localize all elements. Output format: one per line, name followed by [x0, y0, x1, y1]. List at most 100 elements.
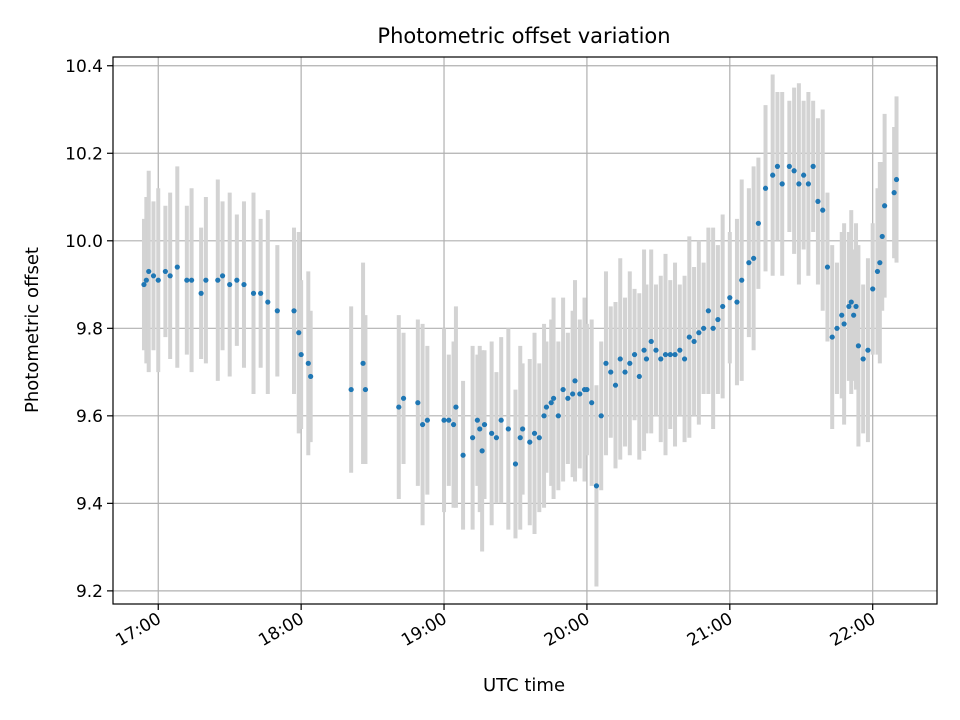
data-point — [627, 360, 633, 366]
data-point — [631, 351, 638, 358]
data-point — [560, 386, 566, 393]
data-point — [470, 435, 476, 441]
data-point — [227, 281, 233, 288]
data-point — [265, 299, 271, 305]
data-point — [622, 369, 628, 375]
data-point — [720, 303, 726, 310]
data-point — [751, 255, 757, 261]
data-point — [727, 295, 733, 301]
data-point — [198, 290, 204, 296]
data-point — [305, 360, 311, 366]
data-point — [658, 356, 664, 362]
data-point — [891, 190, 897, 196]
data-point — [653, 347, 659, 353]
data-point — [603, 360, 609, 366]
data-point — [801, 172, 807, 178]
data-point — [593, 483, 600, 489]
data-point — [234, 277, 240, 283]
data-point — [474, 417, 480, 423]
plot-area — [112, 56, 938, 605]
data-point — [489, 430, 495, 436]
data-point — [577, 391, 583, 397]
data-point — [505, 426, 511, 432]
data-point — [589, 400, 595, 406]
data-point — [834, 325, 840, 331]
data-point — [188, 277, 195, 283]
data-point — [791, 168, 797, 174]
data-point — [701, 325, 707, 331]
chart-title: Photometric offset variation — [377, 24, 670, 48]
data-point — [865, 347, 871, 353]
data-point — [498, 417, 504, 423]
data-point — [298, 351, 304, 358]
data-point — [258, 290, 264, 296]
data-point — [150, 273, 157, 279]
data-point — [734, 299, 740, 305]
data-point — [550, 395, 557, 401]
data-point — [739, 277, 745, 283]
data-point — [667, 351, 673, 358]
data-point — [400, 395, 407, 401]
data-point — [770, 172, 776, 178]
data-point — [681, 356, 688, 362]
data-point — [250, 290, 257, 296]
data-point — [612, 382, 619, 388]
y-tick-label: 9.6 — [76, 407, 103, 427]
data-point — [860, 356, 866, 362]
data-point — [584, 386, 590, 393]
data-point — [815, 198, 821, 205]
y-tick-label: 10.2 — [65, 144, 103, 164]
y-axis-label: Photometric offset — [22, 247, 43, 413]
data-point — [648, 338, 654, 345]
data-point — [396, 404, 402, 410]
data-point — [479, 448, 485, 454]
data-point — [598, 413, 604, 419]
data-point — [705, 308, 711, 314]
data-point — [453, 404, 459, 410]
x-tick-label: 21:00 — [684, 609, 736, 651]
data-point — [715, 316, 721, 323]
data-point — [536, 435, 542, 441]
data-point — [710, 325, 716, 331]
data-point — [851, 312, 857, 318]
data-point — [362, 386, 369, 393]
data-point — [203, 277, 209, 283]
data-point — [517, 435, 523, 441]
data-point — [779, 181, 785, 187]
data-point — [360, 360, 366, 366]
data-point — [829, 334, 835, 340]
data-point — [450, 421, 457, 428]
x-tick-label: 22:00 — [827, 609, 879, 651]
data-point — [572, 378, 578, 384]
data-point — [143, 277, 149, 283]
data-point — [846, 303, 852, 310]
data-point — [241, 281, 247, 288]
x-tick-label: 19:00 — [398, 609, 450, 651]
data-point — [882, 203, 888, 209]
data-point — [308, 373, 314, 380]
data-point — [215, 277, 221, 283]
x-tick-label: 17:00 — [112, 609, 164, 651]
data-point — [636, 373, 642, 380]
data-point — [481, 421, 488, 428]
data-point — [520, 426, 526, 432]
data-point — [696, 330, 702, 336]
data-point — [762, 185, 769, 191]
data-point — [796, 181, 802, 187]
data-point — [441, 417, 447, 423]
y-tick-label: 10.4 — [65, 57, 103, 77]
data-point — [541, 413, 547, 419]
data-point — [617, 356, 623, 362]
data-point — [296, 330, 302, 336]
data-point — [274, 308, 280, 314]
y-axis: 9.2 9.4 9.6 9.8 10.0 10.2 10.4 — [65, 57, 113, 602]
data-point — [870, 286, 876, 292]
data-point — [348, 386, 354, 393]
data-point — [746, 260, 752, 266]
data-point — [167, 273, 173, 279]
data-point — [810, 163, 816, 169]
data-point — [893, 176, 900, 183]
data-point — [672, 351, 678, 358]
data-point — [493, 435, 500, 441]
data-point — [219, 273, 226, 279]
